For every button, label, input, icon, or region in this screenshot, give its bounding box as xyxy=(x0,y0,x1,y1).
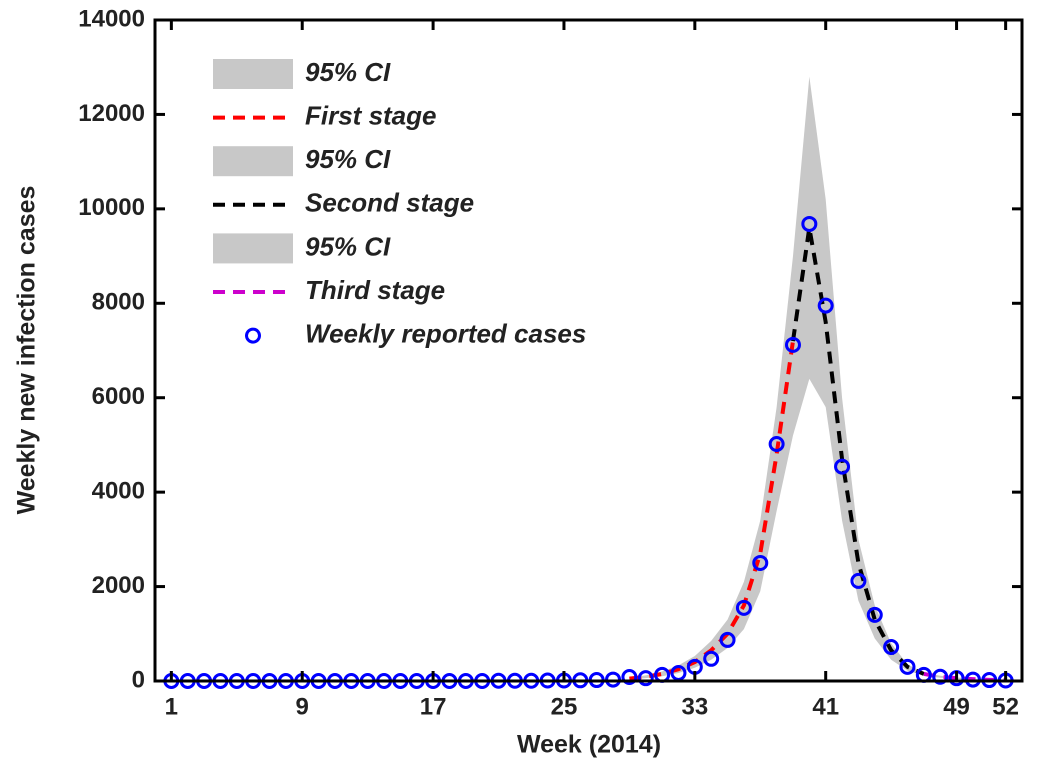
data-point xyxy=(768,435,785,452)
data-point xyxy=(850,572,867,589)
y-tick-label: 4000 xyxy=(92,477,145,504)
y-tick-label: 14000 xyxy=(78,5,145,32)
x-tick-label: 9 xyxy=(296,693,309,720)
x-tick-label: 1 xyxy=(165,693,178,720)
legend: 95% CI First stage 95% CI Second stage 95% C… xyxy=(213,57,586,348)
y-tick-label: 0 xyxy=(132,666,145,693)
legend-swatch xyxy=(213,233,293,264)
legend-label: 95% CI xyxy=(305,144,391,174)
legend-label: Weekly reported cases xyxy=(305,318,586,348)
y-axis-label: Weekly new infection cases xyxy=(13,186,41,515)
legend-label: Second stage xyxy=(305,188,474,218)
y-tick-label: 2000 xyxy=(92,572,145,599)
x-tick-label: 49 xyxy=(943,693,970,720)
data-point xyxy=(719,631,736,648)
legend-swatch xyxy=(213,59,293,89)
legend-label: First stage xyxy=(305,100,437,130)
data-point xyxy=(703,650,720,667)
y-tick-label: 12000 xyxy=(78,100,145,127)
axes-frame xyxy=(153,18,1024,683)
data-point xyxy=(752,554,769,571)
data-point xyxy=(899,658,916,675)
data-point xyxy=(817,297,834,314)
x-tick-label: 25 xyxy=(551,693,578,720)
legend-swatch xyxy=(245,327,261,344)
x-tick-label: 52 xyxy=(992,693,1019,720)
legend-label: 95% CI xyxy=(305,57,391,87)
x-tick-label: 17 xyxy=(420,693,447,720)
x-axis-label: Week (2014) xyxy=(517,731,661,759)
data-point xyxy=(670,664,687,681)
data-point xyxy=(883,639,900,656)
legend-label: Third stage xyxy=(305,275,445,305)
data-point xyxy=(637,670,654,687)
data-point xyxy=(621,668,638,685)
data-point xyxy=(735,599,752,616)
data-point xyxy=(801,215,818,232)
data-point xyxy=(784,336,801,353)
data-point xyxy=(834,458,851,475)
legend-label: 95% CI xyxy=(305,231,391,261)
x-tick-label: 41 xyxy=(812,693,839,720)
y-tick-label: 6000 xyxy=(92,383,145,410)
y-tick-label: 10000 xyxy=(78,194,145,221)
legend-swatch xyxy=(213,146,293,177)
data-point xyxy=(932,668,949,685)
data-point xyxy=(866,606,883,623)
ci-band xyxy=(629,256,793,680)
x-tick-label: 33 xyxy=(681,693,708,720)
ci-band xyxy=(792,76,924,676)
y-tick-label: 8000 xyxy=(92,289,145,316)
